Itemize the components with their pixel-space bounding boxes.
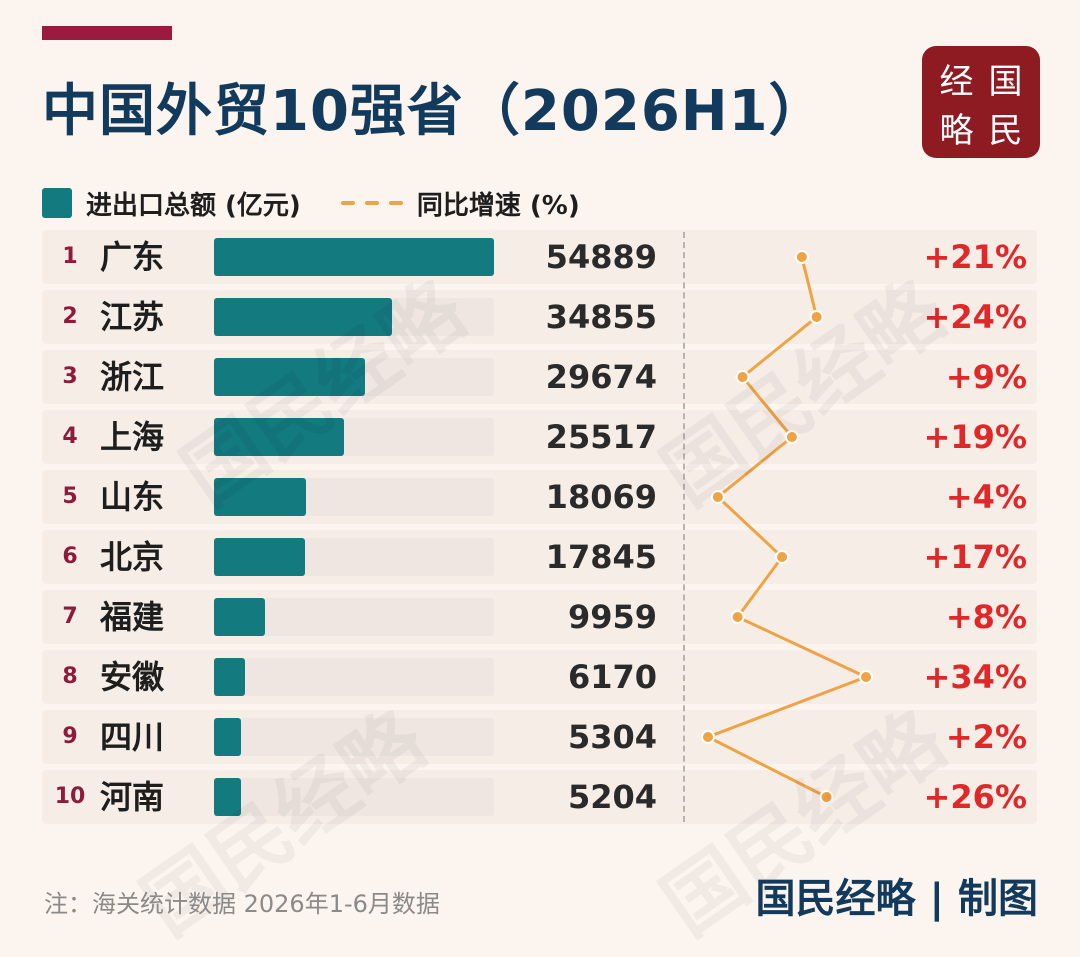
chart-row: 1 广东 54889 +21% (42, 230, 1037, 284)
rank-label: 7 (62, 604, 78, 629)
bar (214, 358, 366, 396)
category-label: 福建 (100, 598, 165, 636)
value-label: 25517 (545, 418, 657, 456)
category-label: 浙江 (100, 358, 165, 396)
value-label: 29674 (545, 358, 657, 396)
bar-track (214, 538, 494, 576)
bar-track (214, 718, 494, 756)
bar (214, 658, 246, 696)
chart-row: 4 上海 25517 +19% (42, 410, 1037, 464)
growth-label: +9% (945, 358, 1027, 396)
bar (214, 598, 265, 636)
chart-row: 5 山东 18069 +4% (42, 470, 1037, 524)
growth-label: +19% (923, 418, 1027, 456)
rank-label: 5 (62, 484, 78, 509)
value-label: 9959 (567, 598, 657, 636)
credit: 国民经略 | 制图 (755, 876, 1038, 922)
rank-label: 10 (54, 784, 86, 809)
value-label: 18069 (545, 478, 657, 516)
category-label: 江苏 (100, 298, 165, 336)
bar-track (214, 238, 494, 276)
bar (214, 238, 494, 276)
category-label: 山东 (100, 478, 165, 516)
growth-label: +26% (923, 778, 1027, 816)
bar (214, 778, 241, 816)
bar (214, 478, 307, 516)
category-label: 北京 (100, 538, 165, 576)
rank-label: 8 (62, 664, 78, 689)
footnote: 注：海关统计数据 2026年1-6月数据 (44, 890, 440, 918)
chart-row: 6 北京 17845 +17% (42, 530, 1037, 584)
category-label: 上海 (100, 418, 165, 456)
growth-label: +24% (923, 298, 1027, 336)
bar (214, 538, 306, 576)
chart-row: 8 安徽 6170 +34% (42, 650, 1037, 704)
rank-label: 2 (62, 304, 78, 329)
category-label: 河南 (100, 778, 165, 816)
bar (214, 418, 345, 456)
bar-track (214, 418, 494, 456)
value-label: 5204 (567, 778, 657, 816)
value-label: 34855 (545, 298, 657, 336)
legend-line-swatch (340, 199, 403, 207)
bar-track (214, 298, 494, 336)
bar-track (214, 478, 494, 516)
logo-char: 国 (988, 62, 1023, 102)
logo-char: 略 (939, 111, 974, 151)
growth-label: +8% (945, 598, 1027, 636)
bar-track (214, 778, 494, 816)
chart-row: 9 四川 5304 +2% (42, 710, 1037, 764)
rank-label: 3 (62, 364, 78, 389)
chart-rows: 1 广东 54889 +21% 2 江苏 34855 +24% 3 浙江 29674 +9% 4 上海 25… (42, 230, 1037, 830)
chart-legend: 进出口总额 (亿元) 同比增速 (%) (42, 186, 580, 221)
bar-track (214, 358, 494, 396)
legend-bar-swatch (42, 188, 72, 218)
value-label: 5304 (567, 718, 657, 756)
rank-label: 6 (62, 544, 78, 569)
brand-logo: 经 国 略 民 (922, 46, 1040, 158)
growth-label: +17% (923, 538, 1027, 576)
rank-label: 4 (62, 424, 78, 449)
category-label: 四川 (100, 718, 165, 756)
page-title: 中国外贸10强省（2026H1） (42, 79, 826, 144)
rank-label: 1 (62, 244, 78, 269)
legend-line-label: 同比增速 (%) (416, 190, 580, 221)
chart-row: 3 浙江 29674 +9% (42, 350, 1037, 404)
value-label: 6170 (567, 658, 657, 696)
bar-track (214, 658, 494, 696)
accent-bar (42, 26, 172, 40)
legend-bar-label: 进出口总额 (亿元) (86, 190, 301, 221)
category-label: 广东 (100, 238, 165, 276)
chart-divider (683, 232, 685, 822)
bar-track (214, 598, 494, 636)
category-label: 安徽 (100, 658, 165, 696)
logo-char: 民 (988, 111, 1023, 151)
growth-label: +34% (923, 658, 1027, 696)
rank-label: 9 (62, 724, 78, 749)
chart-row: 10 河南 5204 +26% (42, 770, 1037, 824)
bar (214, 298, 392, 336)
growth-label: +2% (945, 718, 1027, 756)
value-label: 54889 (545, 238, 657, 276)
bar (214, 718, 242, 756)
chart-row: 2 江苏 34855 +24% (42, 290, 1037, 344)
growth-label: +4% (945, 478, 1027, 516)
logo-char: 经 (939, 62, 974, 102)
growth-label: +21% (923, 238, 1027, 276)
chart-row: 7 福建 9959 +8% (42, 590, 1037, 644)
value-label: 17845 (545, 538, 657, 576)
